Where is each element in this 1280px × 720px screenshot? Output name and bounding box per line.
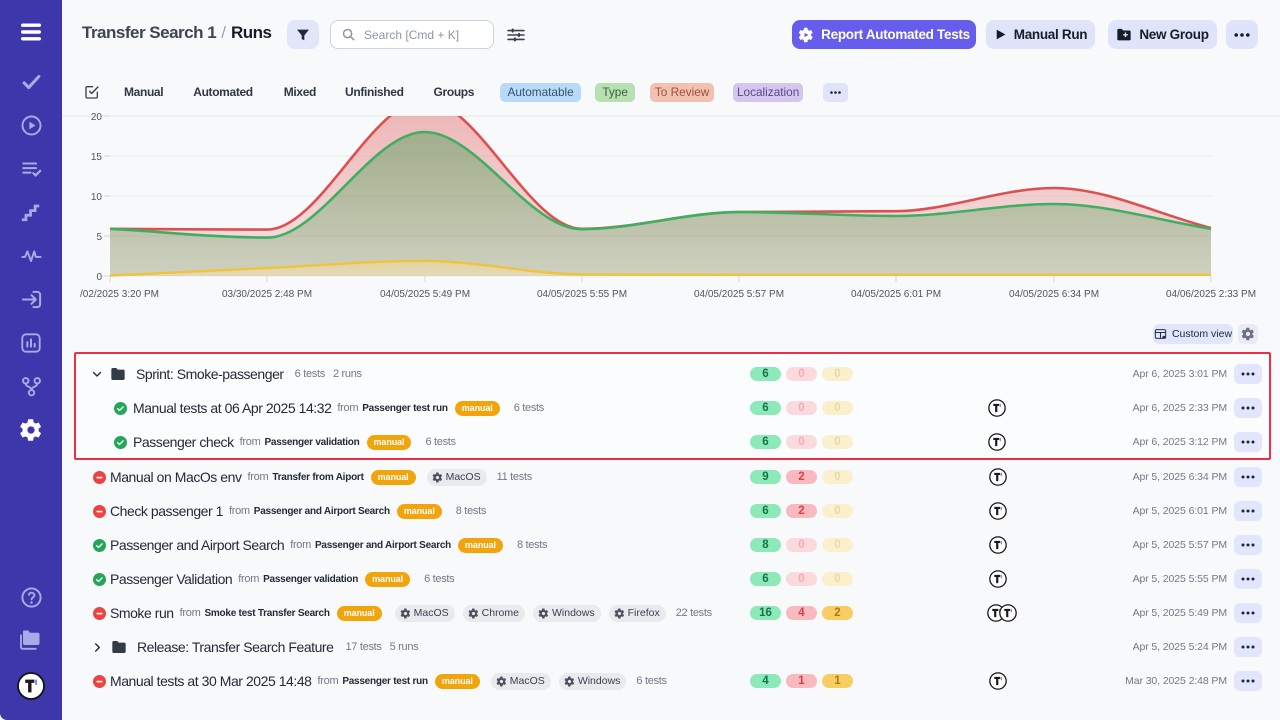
svg-text:15: 15	[91, 152, 103, 163]
svg-text:04/06/2025 2:33 PM: 04/06/2025 2:33 PM	[1166, 289, 1256, 300]
svg-text:/02/2025 3:20 PM: /02/2025 3:20 PM	[80, 289, 159, 300]
svg-text:03/30/2025 2:48 PM: 03/30/2025 2:48 PM	[222, 289, 312, 300]
svg-text:10: 10	[91, 192, 103, 203]
svg-text:04/05/2025 5:55 PM: 04/05/2025 5:55 PM	[537, 289, 627, 300]
svg-text:04/05/2025 6:34 PM: 04/05/2025 6:34 PM	[1009, 289, 1099, 300]
svg-text:04/05/2025 5:49 PM: 04/05/2025 5:49 PM	[380, 289, 470, 300]
svg-text:0: 0	[96, 272, 102, 283]
svg-text:5: 5	[96, 232, 102, 243]
svg-text:04/05/2025 6:01 PM: 04/05/2025 6:01 PM	[851, 289, 941, 300]
svg-text:04/05/2025 5:57 PM: 04/05/2025 5:57 PM	[694, 289, 784, 300]
svg-text:20: 20	[91, 112, 103, 123]
